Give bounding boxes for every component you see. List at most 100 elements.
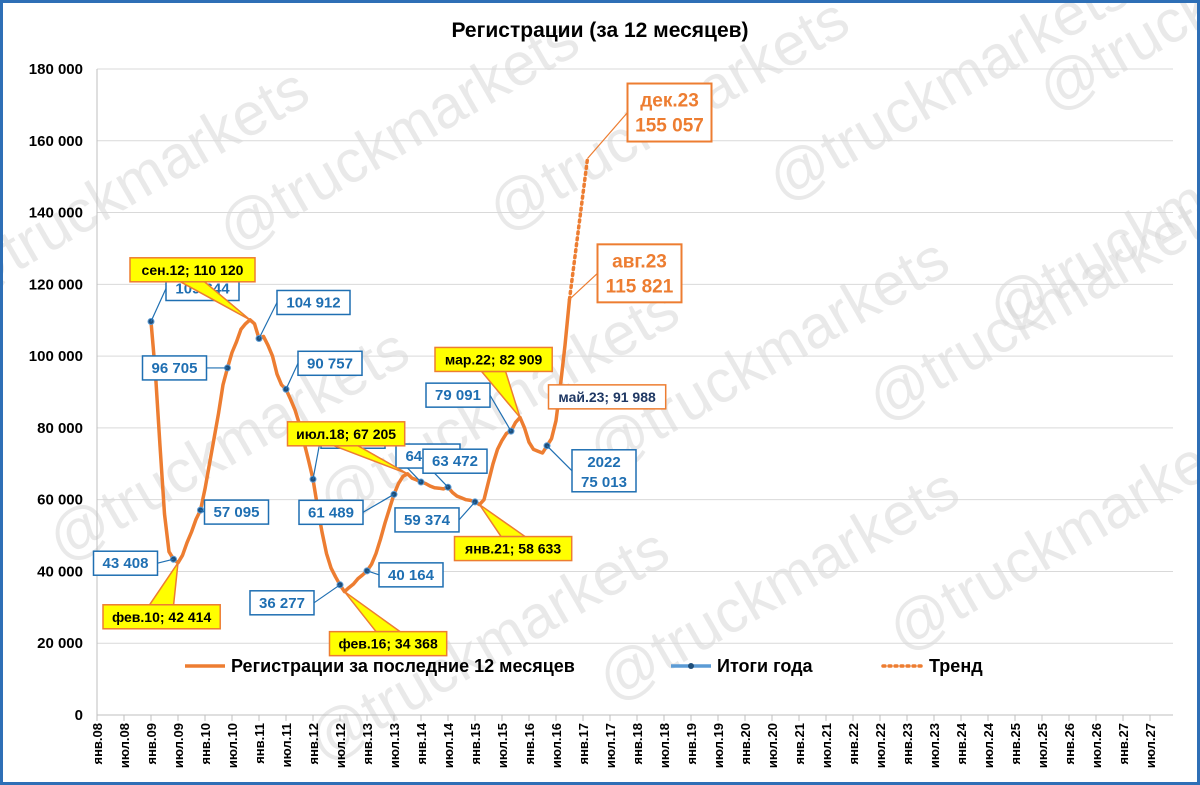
label-text: фев.16; 34 368 (338, 636, 438, 652)
x-tick-label: июл.11 (279, 723, 294, 767)
x-tick-label: июл.19 (711, 723, 726, 768)
data-label: дек.23 155 057 (587, 82, 713, 159)
label-text: 155 057 (635, 116, 704, 137)
label-leader (150, 288, 167, 322)
x-tick-label: янв.11 (252, 723, 267, 764)
data-label: фев.10; 42 414 (102, 562, 221, 630)
chart-title: Регистрации (за 12 месяцев) (451, 19, 748, 42)
label-box (378, 562, 444, 588)
label-box (453, 535, 573, 562)
label-text: 2022 (587, 454, 620, 471)
axes-layer: 0 20 000 40 000 60 000 80 000 100 000 120 000 1… (29, 61, 1173, 768)
label-box (422, 448, 488, 474)
x-tick-label: июл.17 (603, 723, 618, 768)
x-tick-label: июл.13 (387, 723, 402, 768)
x-tick-label: янв.26 (1062, 723, 1077, 765)
label-leader (366, 570, 380, 576)
data-label: 63 472 (422, 448, 488, 488)
label-text: авг.23 (612, 251, 667, 272)
label-leader (569, 272, 598, 300)
label-text: 90 757 (307, 355, 353, 372)
data-label: 43 408 (92, 550, 174, 576)
x-tick-label: янв.10 (198, 723, 213, 765)
label-text: 40 164 (388, 567, 435, 584)
label-box (249, 590, 315, 616)
x-tick-label: июл.26 (1089, 723, 1104, 768)
data-label: 59 374 (394, 501, 476, 533)
x-tick-label: июл.12 (333, 723, 348, 768)
label-leader (258, 302, 278, 339)
data-label: сен.12; 110 120 (129, 257, 256, 321)
label-box (626, 82, 713, 143)
label-leader (587, 112, 628, 159)
x-tick-label: июл.15 (495, 723, 510, 768)
data-label: май.23; 91 988 (547, 384, 667, 410)
x-tick-label: янв.18 (630, 723, 645, 765)
y-tick-label: 160 000 (29, 133, 83, 150)
legend-entry-label: Регистрации за последние 12 месяцев (231, 656, 575, 676)
x-tick-label: июл.09 (171, 723, 186, 768)
label-leader (458, 501, 476, 521)
callout-pointer (343, 591, 403, 633)
y-tick-label: 180 000 (29, 61, 83, 78)
label-text: 36 277 (259, 595, 305, 612)
label-text: мар.22; 82 909 (445, 351, 543, 367)
label-text: май.23; 91 988 (558, 389, 656, 405)
label-box (571, 449, 637, 493)
data-label: 40 164 (366, 562, 444, 588)
label-box (129, 257, 256, 283)
x-tick-label: июл.10 (225, 723, 240, 768)
label-leader (285, 363, 299, 390)
x-tick-label: янв.12 (306, 723, 321, 765)
x-tick-label: янв.27 (1116, 723, 1131, 765)
x-tick-label: июл.21 (819, 723, 834, 768)
label-box (596, 243, 683, 304)
legend: Регистрации за последние 12 месяцев Итоги… (185, 656, 983, 676)
label-text: янв.21; 58 633 (465, 541, 561, 557)
label-box (102, 604, 221, 630)
y-tick-label: 0 (75, 707, 83, 724)
label-box (276, 289, 351, 316)
data-label: янв.21; 58 633 (453, 503, 573, 562)
label-text: 96 705 (152, 360, 198, 377)
registrations-chart: @truckmarkets@truckmarkets @truckmarkets@… (3, 3, 1197, 774)
label-leader (362, 493, 395, 513)
x-tick-label: янв.09 (144, 723, 159, 765)
y-tick-label: 40 000 (37, 563, 83, 580)
data-label: 79 091 (425, 382, 512, 432)
label-box (92, 550, 159, 576)
y-tick-label: 80 000 (37, 420, 83, 437)
label-leader (546, 445, 573, 472)
legend-entry-label: Тренд (929, 656, 983, 676)
label-box (203, 499, 270, 525)
label-text: 61 489 (308, 504, 354, 521)
label-text: 104 912 (286, 294, 340, 311)
x-tick-label: июл.16 (549, 723, 564, 768)
label-leader (313, 584, 341, 604)
label-box (434, 346, 553, 373)
label-text: 59 374 (404, 512, 451, 529)
series-line-registrations (149, 299, 572, 594)
data-label: авг.23 115 821 (569, 243, 683, 304)
x-tick-label: янв.19 (684, 723, 699, 765)
label-text: июл.18; 67 205 (296, 426, 396, 442)
data-label: 36 277 (249, 584, 341, 616)
label-text: дек.23 (640, 91, 699, 112)
y-tick-label: 140 000 (29, 205, 83, 222)
label-box (547, 384, 667, 410)
y-tick-label: 20 000 (37, 635, 83, 652)
x-tick-label: янв.15 (468, 723, 483, 765)
x-tick-label: июл.24 (981, 722, 996, 768)
data-label: 57 095 (200, 499, 270, 525)
label-text: 79 091 (435, 387, 481, 404)
label-box (286, 421, 406, 447)
x-tick-label: июл.25 (1035, 723, 1050, 768)
x-tick-label: июл.27 (1143, 723, 1158, 768)
x-tick-label: июл.08 (117, 723, 132, 768)
x-tick-label: июл.22 (873, 723, 888, 768)
label-box (425, 382, 491, 408)
x-tick-label: янв.23 (900, 723, 915, 765)
data-label: 90 757 (285, 350, 363, 390)
